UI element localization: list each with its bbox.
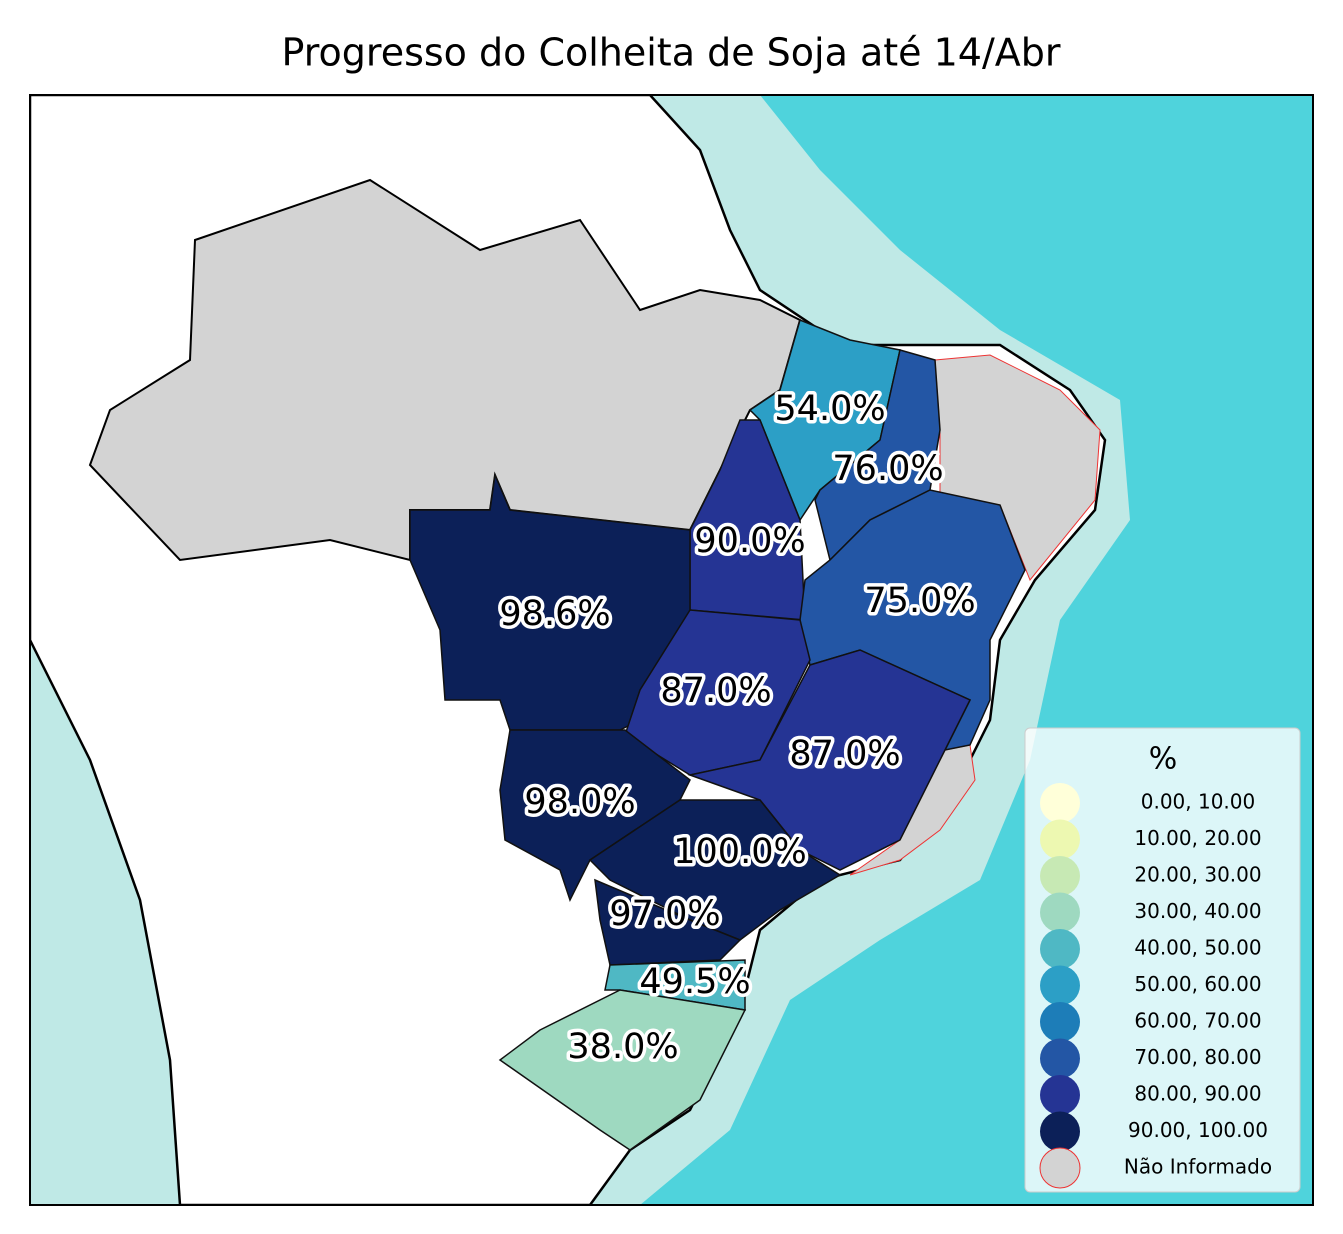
legend-label: 80.00, 90.00: [1134, 1082, 1261, 1106]
region-label: 54.0%: [774, 389, 885, 429]
legend-swatch: [1040, 892, 1080, 933]
legend-swatch: [1040, 819, 1080, 860]
legend-label: 10.00, 20.00: [1134, 826, 1261, 850]
legend-swatch: [1040, 1002, 1080, 1042]
legend-label: 60.00, 70.00: [1134, 1009, 1261, 1033]
legend-swatch: [1040, 1075, 1080, 1115]
region-label: 97.0%: [609, 894, 720, 934]
legend-label: 70.00, 80.00: [1134, 1045, 1261, 1069]
region-label: 75.0%: [864, 581, 975, 621]
legend-label: 90.00, 100.00: [1128, 1118, 1268, 1142]
map-frame: [29, 94, 1314, 1206]
region-label: 87.0%: [660, 671, 771, 711]
legend-swatch: [1040, 929, 1080, 969]
legend-swatch: [1039, 1147, 1081, 1189]
legend-swatch: [1040, 1038, 1080, 1079]
region-label: 98.6%: [499, 594, 610, 634]
region-label: 76.0%: [832, 449, 943, 489]
legend-label: 20.00, 30.00: [1134, 863, 1261, 887]
state-region: [498, 989, 747, 1151]
region-label: 98.0%: [524, 782, 635, 822]
legend-swatch: [1040, 856, 1080, 896]
map-area: 54.0% 76.0% 90.0% 75.0% 98.6% 87.0% 87.0% 98.0%…: [30, 95, 1313, 1205]
legend-label: Não Informado: [1124, 1155, 1272, 1179]
state-region: [588, 799, 842, 941]
legend-label: 0.00, 10.00: [1141, 790, 1256, 814]
legend-label: 30.00, 40.00: [1134, 899, 1261, 923]
legend-swatch: [1040, 965, 1080, 1006]
legend-box: [1024, 727, 1301, 1193]
region-label: 49.5%: [639, 962, 750, 1002]
region-label: 38.0%: [567, 1027, 678, 1067]
region-label: 100.0%: [673, 832, 806, 872]
state-region: [594, 878, 742, 966]
region-not-informed: [934, 354, 1101, 581]
region-label: 90.0%: [694, 521, 805, 561]
legend-swatch: [1040, 783, 1080, 823]
legend-swatch: [1040, 1111, 1080, 1152]
region-label: 87.0%: [789, 734, 900, 774]
legend-label: 40.00, 50.00: [1134, 936, 1261, 960]
legend-label: 50.00, 60.00: [1134, 972, 1261, 996]
state-region: [499, 729, 691, 902]
state-region: [687, 649, 972, 871]
map-title: Progresso do Colheita de Soja até 14/Abr: [282, 31, 1061, 75]
legend-title: %: [1149, 742, 1178, 777]
